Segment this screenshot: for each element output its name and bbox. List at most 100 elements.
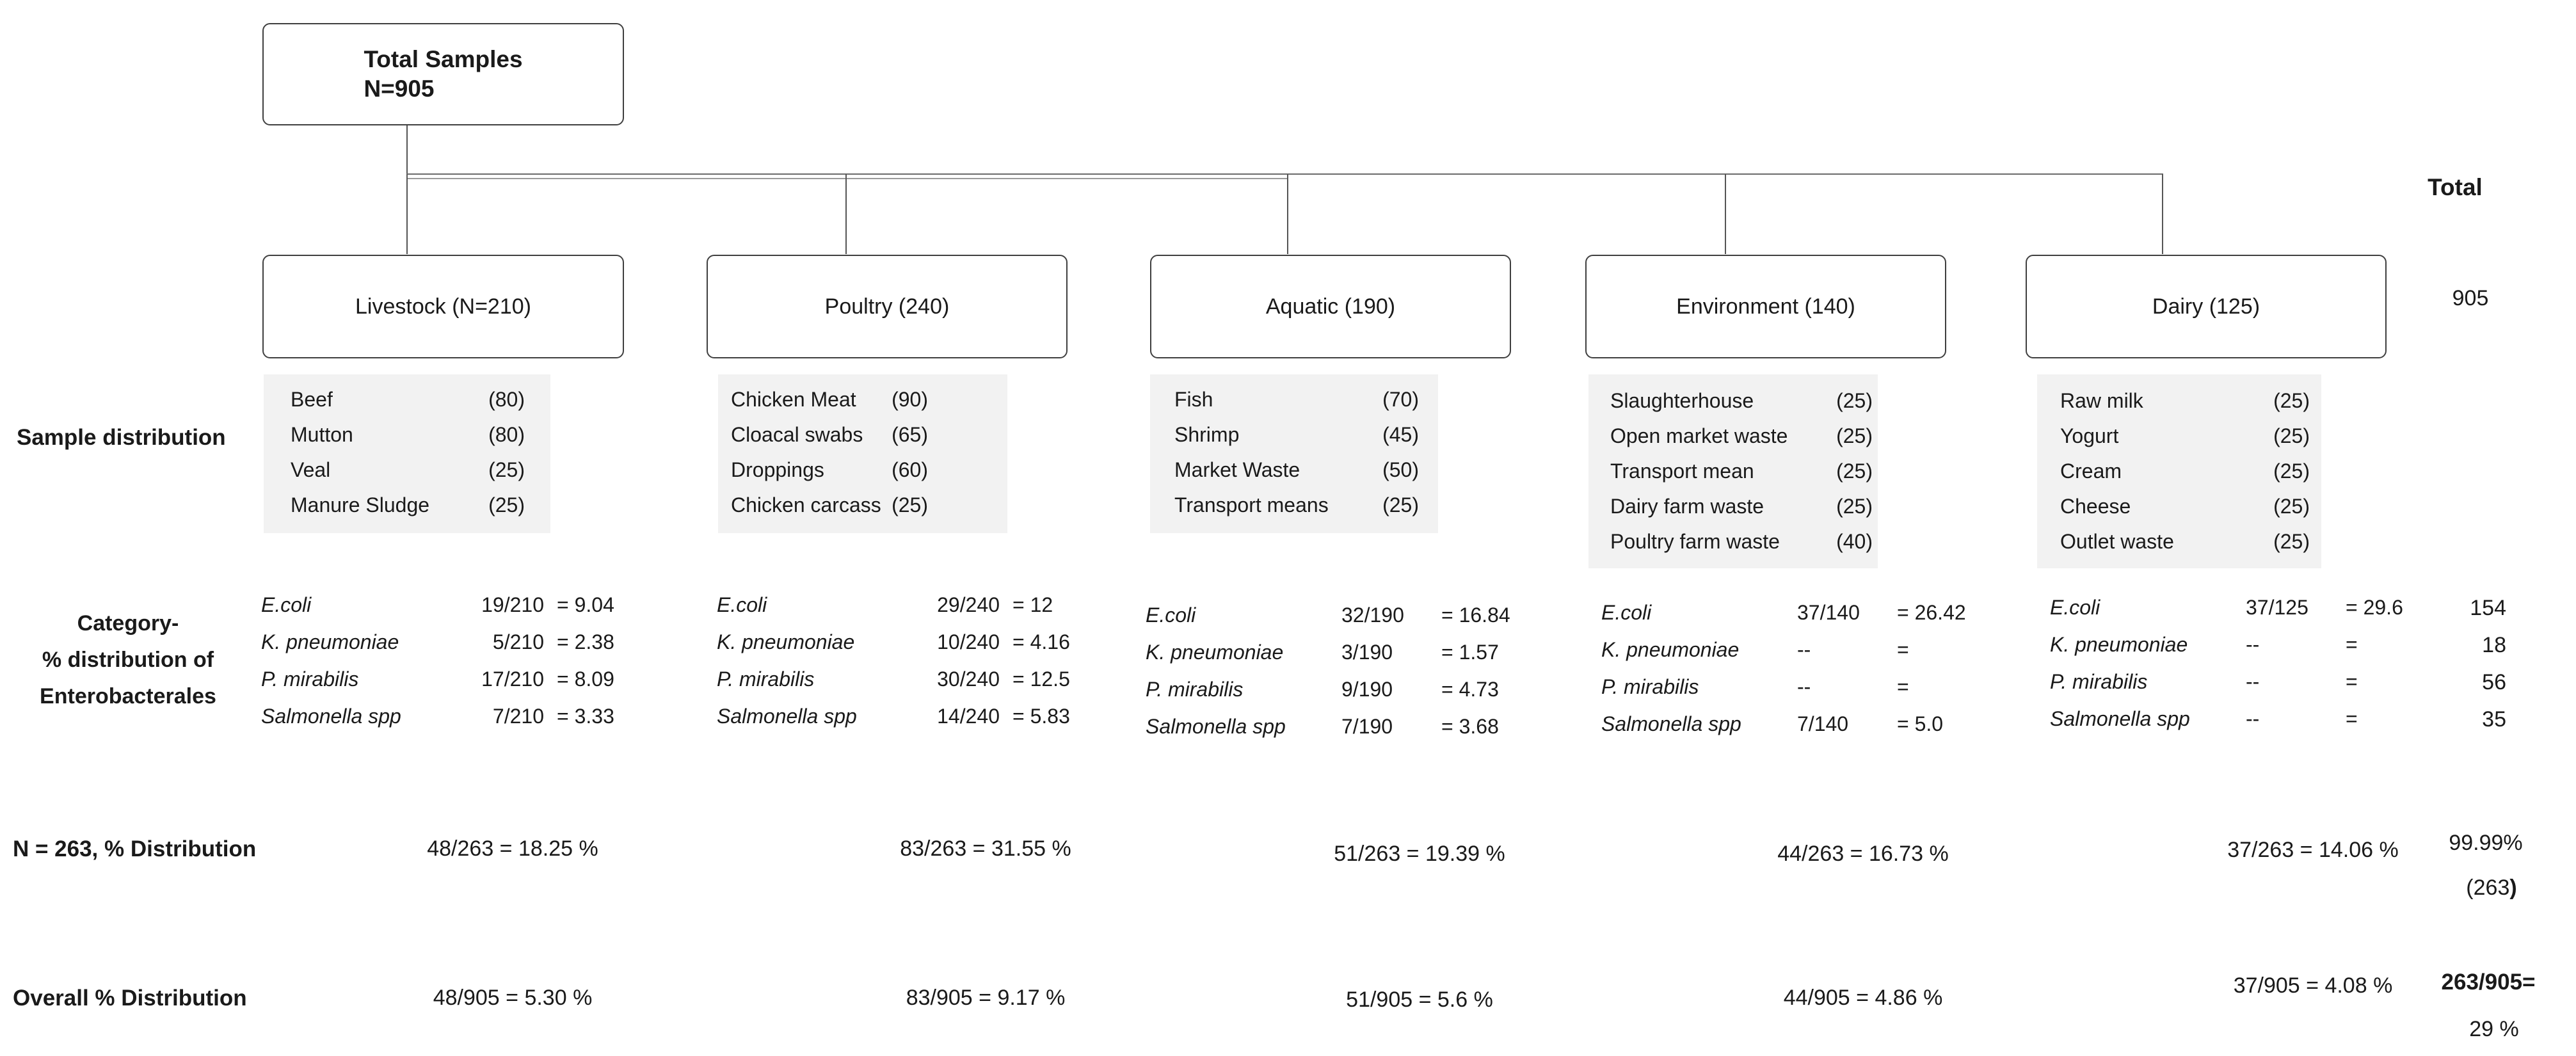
organism-row: K. pneumoniae 10/240 = 4.16 (717, 623, 1126, 660)
overall-distribution-label: Overall % Distribution (13, 986, 247, 1011)
n-total-count-text: (263 (2466, 876, 2510, 900)
sample-count: (25) (2273, 389, 2310, 412)
organism-table-poultry: E.coli 29/240 = 12 K. pneumoniae 10/240 = 4.… (717, 586, 1126, 735)
organism-fraction: 7/210 (492, 705, 544, 728)
sample-label: Veal (291, 458, 331, 481)
organism-percent: = 3.33 (557, 705, 614, 728)
n-distribution-total-count: (263) (2466, 876, 2516, 900)
organism-percent: = 1.57 (1441, 641, 1499, 664)
n-distribution-total: 99.99% (2449, 831, 2523, 855)
organism-row: Salmonella spp -- = (2050, 700, 2460, 737)
organism-table-aquatic: E.coli 32/190 = 16.84 K. pneumoniae 3/190 = … (1146, 596, 1555, 745)
category-box-aquatic: Aquatic (190) (1150, 255, 1511, 358)
sample-row: Transport means (25) (1174, 488, 1419, 523)
sample-list-environment: Slaughterhouse (25) Open market waste (25)… (1588, 374, 1878, 568)
overall-distribution-total-percent: 29 % (2469, 1017, 2519, 1041)
sample-count: (25) (1382, 493, 1419, 516)
organism-name: E.coli (717, 593, 767, 616)
sample-count: (25) (1836, 389, 1873, 412)
sample-label: Yogurt (2060, 424, 2119, 447)
organism-row: E.coli 32/190 = 16.84 (1146, 596, 1555, 634)
organism-percent: = 12.5 (1012, 668, 1070, 691)
organism-fraction: 9/190 (1341, 678, 1393, 701)
organism-row: E.coli 37/125 = 29.6 (2050, 589, 2460, 626)
sample-count: (25) (2273, 424, 2310, 447)
sample-row: Shrimp (45) (1174, 417, 1419, 452)
sample-list-aquatic: Fish (70) Shrimp (45) Market Waste (50) Tra… (1150, 374, 1438, 533)
overall-distribution-livestock: 48/905 = 5.30 % (433, 986, 593, 1010)
organism-row: P. mirabilis -- = (1601, 668, 2011, 705)
sample-count: (65) (892, 423, 928, 446)
organism-fraction: 10/240 (937, 630, 1000, 653)
organism-percent: = 26.42 (1897, 601, 1966, 624)
organism-percent: = 29.6 (2346, 596, 2403, 619)
sample-count: (25) (488, 493, 525, 516)
organism-table-environment: E.coli 37/140 = 26.42 K. pneumoniae -- = P. … (1601, 594, 2011, 742)
organism-totals-column: 154 18 56 35 (2410, 589, 2506, 738)
category-box-livestock: Livestock (N=210) (262, 255, 624, 358)
organism-name: K. pneumoniae (717, 630, 855, 653)
organism-percent: = 5.0 (1897, 712, 1944, 735)
category-distribution-label-line1: Category- (77, 611, 179, 636)
organism-fraction: 7/140 (1797, 712, 1849, 735)
sample-label: Cheese (2060, 495, 2131, 518)
sample-row: Open market waste (25) (1610, 419, 1873, 454)
sample-row: Cloacal swabs (65) (731, 417, 928, 452)
organism-name: P. mirabilis (261, 668, 359, 691)
sample-count: (25) (1836, 460, 1873, 483)
overall-distribution-dairy: 37/905 = 4.08 % (2233, 973, 2393, 998)
sample-row: Raw milk (25) (2060, 383, 2310, 419)
organism-row: E.coli 37/140 = 26.42 (1601, 594, 2011, 631)
sample-count: (60) (892, 458, 928, 481)
organism-row: Salmonella spp 7/140 = 5.0 (1601, 705, 2011, 742)
n-distribution-dairy: 37/263 = 14.06 % (2227, 838, 2399, 862)
sample-label: Dairy farm waste (1610, 495, 1764, 518)
total-samples-count: N=905 (364, 76, 435, 102)
organism-row: K. pneumoniae -- = (1601, 631, 2011, 668)
sample-row: Yogurt (25) (2060, 419, 2310, 454)
sample-label: Manure Sludge (291, 493, 430, 516)
sample-count: (40) (1836, 530, 1873, 553)
sample-label: Shrimp (1174, 423, 1240, 446)
sample-count: (80) (488, 388, 525, 411)
sample-count: (25) (1836, 424, 1873, 447)
sample-count: (25) (2273, 495, 2310, 518)
category-distribution-label: Category- % distribution of Enterobacter… (6, 605, 250, 715)
n-distribution-label: N = 263, % Distribution (13, 836, 257, 861)
n-distribution-poultry: 83/263 = 31.55 % (900, 836, 1071, 861)
organism-row: E.coli 19/210 = 9.04 (261, 586, 671, 623)
sample-row: Mutton (80) (291, 417, 525, 452)
category-distribution-label-line3: Enterobacterales (40, 684, 216, 708)
sample-row: Droppings (60) (731, 452, 928, 488)
total-column-header: Total (2428, 174, 2483, 200)
organism-percent: = (1897, 675, 1909, 698)
organism-fraction: 7/190 (1341, 715, 1393, 738)
n-distribution-environment: 44/263 = 16.73 % (1777, 842, 1949, 866)
sample-count: (45) (1382, 423, 1419, 446)
organism-total: 18 (2482, 633, 2506, 657)
total-samples-value: 905 (2452, 286, 2489, 310)
organism-row: K. pneumoniae -- = (2050, 626, 2460, 663)
sample-count: (25) (1836, 495, 1873, 518)
sample-count: (25) (2273, 530, 2310, 553)
organism-table-dairy: E.coli 37/125 = 29.6 K. pneumoniae -- = P. m… (2050, 589, 2460, 737)
sample-label: Slaughterhouse (1610, 389, 1754, 412)
organism-table-livestock: E.coli 19/210 = 9.04 K. pneumoniae 5/210 = 2… (261, 586, 671, 735)
sample-label: Transport mean (1610, 460, 1754, 483)
organism-row: Salmonella spp 7/190 = 3.68 (1146, 708, 1555, 745)
organism-row: P. mirabilis 17/210 = 8.09 (261, 660, 671, 698)
organism-fraction: 37/140 (1797, 601, 1860, 624)
sample-label: Market Waste (1174, 458, 1300, 481)
organism-percent: = 8.09 (557, 668, 614, 691)
sample-row: Beef (80) (291, 382, 525, 417)
sample-count: (25) (488, 458, 525, 481)
organism-name: E.coli (2050, 596, 2100, 619)
organism-row: K. pneumoniae 3/190 = 1.57 (1146, 634, 1555, 671)
organism-fraction: 29/240 (937, 593, 1000, 616)
category-box-environment: Environment (140) (1585, 255, 1946, 358)
sample-row: Manure Sludge (25) (291, 488, 525, 523)
organism-fraction: -- (2246, 670, 2260, 693)
organism-percent: = 12 (1012, 593, 1053, 616)
